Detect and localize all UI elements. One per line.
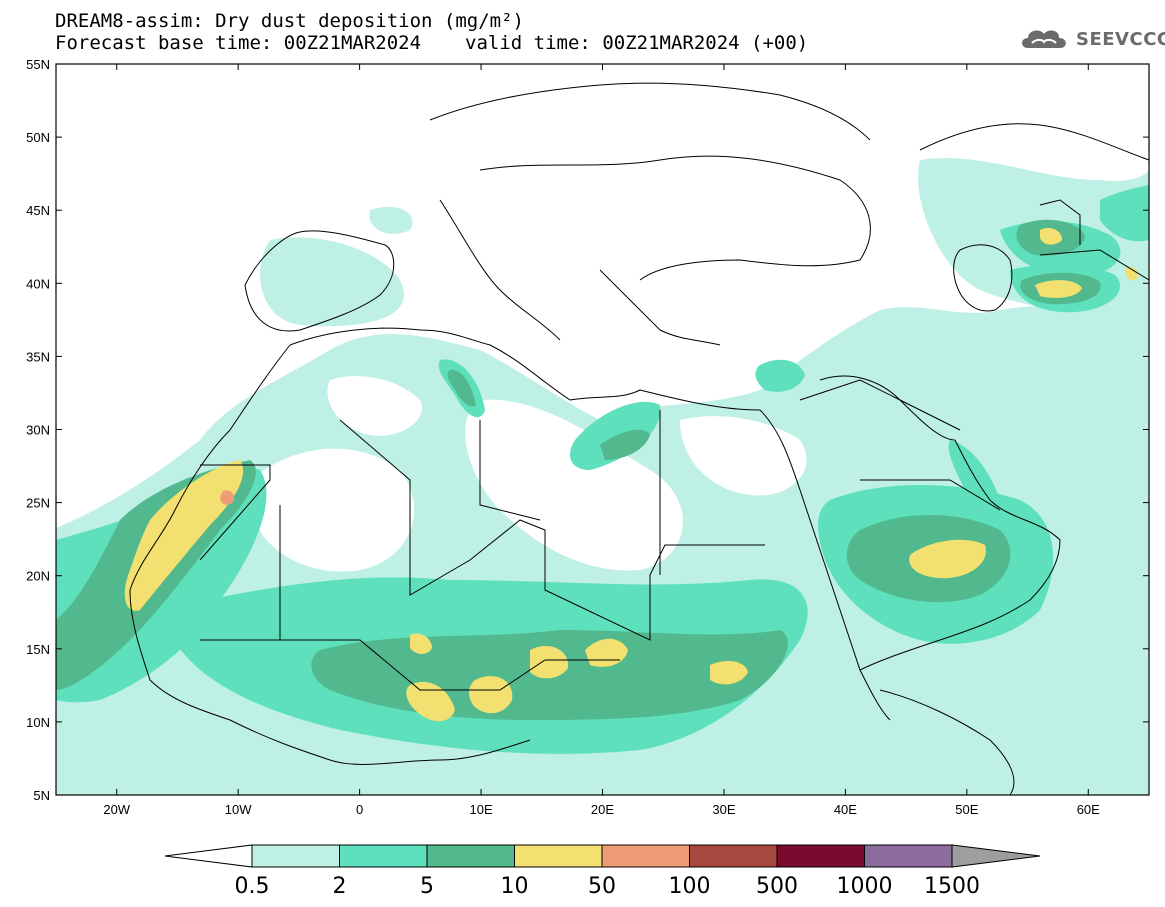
lon-tick-label: 0 <box>356 802 363 817</box>
colorbar-label: 1500 <box>924 874 980 899</box>
colorbar-label: 10 <box>501 874 529 899</box>
colorbar-swatch <box>689 844 778 868</box>
colorbar-swatch <box>776 844 865 868</box>
map-title: DREAM8-assim: Dry dust deposition (mg/m²… <box>55 10 524 32</box>
lat-tick-label: 50N <box>26 130 50 145</box>
lon-tick-label: 10W <box>225 802 252 817</box>
lat-tick-label: 55N <box>26 57 50 72</box>
colorbar-label: 5 <box>420 874 434 899</box>
colorbar-swatch <box>426 844 515 868</box>
colorbar-swatch <box>514 844 603 868</box>
lat-tick-label: 10N <box>26 715 50 730</box>
lat-tick-label: 15N <box>26 642 50 657</box>
colorbar-label: 100 <box>669 874 711 899</box>
logo-text: SEEVCCC <box>1076 28 1165 50</box>
deposition-band-50-100 <box>220 490 235 505</box>
valid-time: valid time: 00Z21MAR2024 (+00) <box>465 32 809 54</box>
colorbar-swatch <box>339 844 428 868</box>
lat-tick-label: 25N <box>26 496 50 511</box>
coastlines-and-borders <box>129 82 1149 795</box>
lon-tick-label: 40E <box>834 802 857 817</box>
lon-tick-label: 30E <box>712 802 735 817</box>
dust-deposition-field <box>56 157 1149 795</box>
colorbar-over-triangle <box>951 844 1041 868</box>
colorbar-swatch <box>864 844 953 868</box>
cloud-icon <box>1022 30 1066 48</box>
lat-tick-label: 30N <box>26 423 50 438</box>
colorbar-swatch <box>251 844 340 868</box>
colorbar-label: 2 <box>333 874 347 899</box>
colorbar-label: 500 <box>756 874 798 899</box>
longitude-axis: 20W 10W 0 10E 20E 30E 40E 50E 60E <box>103 64 1100 817</box>
below-threshold-areas <box>248 376 807 572</box>
lat-tick-label: 20N <box>26 569 50 584</box>
lat-tick-label: 45N <box>26 203 50 218</box>
lon-tick-label: 10E <box>469 802 492 817</box>
lat-tick-label: 40N <box>26 276 50 291</box>
title-block: DREAM8-assim: Dry dust deposition (mg/m²… <box>55 10 808 54</box>
lon-tick-label: 60E <box>1077 802 1100 817</box>
colorbar: 0.5 2 5 10 50 100 500 1000 1500 <box>164 844 1041 899</box>
base-time: Forecast base time: 00Z21MAR2024 <box>55 32 422 54</box>
colorbar-swatch <box>601 844 690 868</box>
lat-tick-label: 5N <box>33 788 50 803</box>
seevccc-logo: SEEVCCC <box>1018 26 1165 52</box>
lon-tick-label: 50E <box>955 802 978 817</box>
colorbar-under-triangle <box>164 844 253 868</box>
time-info: Forecast base time: 00Z21MAR2024 valid ti… <box>55 32 808 54</box>
lat-tick-label: 35N <box>26 349 50 364</box>
latitude-axis: 5N 10N 15N 20N 25N 30N 35N 40N 45N 50N 55N <box>26 57 1149 803</box>
colorbar-label: 1000 <box>837 874 893 899</box>
colorbar-label: 0.5 <box>235 874 270 899</box>
colorbar-label: 50 <box>588 874 616 899</box>
lon-tick-label: 20W <box>103 802 130 817</box>
lon-tick-label: 20E <box>591 802 614 817</box>
